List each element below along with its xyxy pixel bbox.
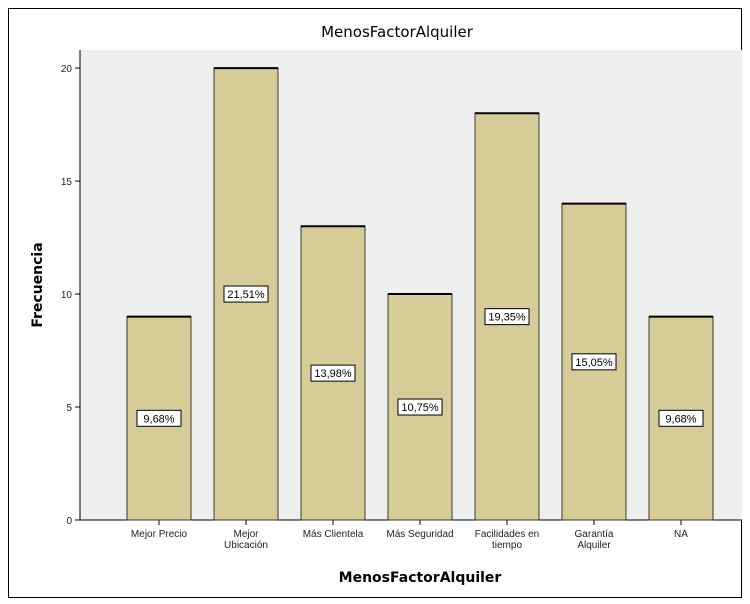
data-label-box [658,409,704,427]
y-tick-label: 5 [66,403,72,414]
data-label: 15,05% [575,357,613,369]
data-label: 13,98% [314,368,352,380]
data-label: 10,75% [401,402,439,414]
y-tick-label: 20 [61,64,73,75]
x-tick-label: Más Clientela [303,529,364,540]
x-tick-label: Mejor Precio [131,529,188,540]
x-axis-title: MenosFactorAlquiler [339,570,502,586]
x-tick-label: tiempo [492,540,522,551]
x-tick-label: Más Seguridad [386,529,453,540]
x-tick-label: Alquiler [577,540,611,551]
y-tick-labels: 0 5 10 15 20 [61,64,73,527]
data-label: 9,68% [665,413,696,425]
data-label-box [484,308,530,326]
x-tick-label: Facilidades en [475,529,539,540]
data-label-box [571,353,617,371]
data-label-box [397,398,443,416]
data-label-box [136,409,182,427]
data-label: 19,35% [488,312,526,324]
y-tick-label: 0 [66,516,72,527]
data-labels: 9,68% 21,51% 13,98% 10,75% 19,35% 15,05% 9,68% [136,285,704,427]
y-tick-label: 10 [61,290,73,301]
x-tick-label: Garantía [575,529,614,540]
x-tick-label: Ubicación [224,540,268,551]
data-label-box [310,364,356,382]
x-tick-label: Mejor [233,529,259,540]
y-tick-label: 15 [61,177,73,188]
data-label-box [223,285,269,303]
data-label: 9,68% [143,413,174,425]
chart-title: MenosFactorAlquiler [321,23,474,41]
x-tick-label: NA [674,529,688,540]
data-label: 21,51% [227,289,265,301]
y-axis-title: Frecuencia [30,242,46,327]
